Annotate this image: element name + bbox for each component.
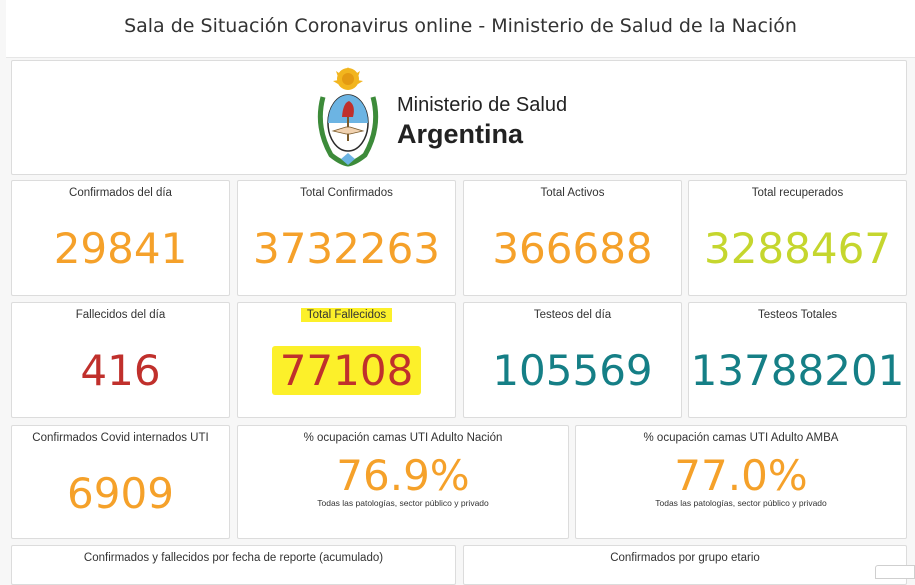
card-label: Total Confirmados: [300, 187, 393, 199]
argentina-coat-of-arms-icon: [317, 67, 379, 167]
card-total-confirmados: Total Confirmados 3732263: [237, 180, 456, 296]
card-label-highlighted: Total Fallecidos: [300, 308, 393, 322]
card-fallecidos-dia: Fallecidos del día 416: [11, 302, 230, 418]
card-confirmados-dia: Confirmados del día 29841: [11, 180, 230, 296]
card-label: Confirmados Covid internados UTI: [32, 432, 209, 444]
scroll-corner[interactable]: [875, 565, 915, 579]
card-label: Testeos Totales: [757, 309, 838, 321]
logo-country-text: Argentina: [397, 119, 524, 149]
card-label: Confirmados y fallecidos por fecha de re…: [83, 552, 384, 564]
card-value: 3732263: [252, 224, 441, 273]
card-testeos-dia: Testeos del día 105569: [463, 302, 682, 418]
card-value: 366688: [492, 224, 653, 273]
card-total-recuperados: Total recuperados 3288467: [688, 180, 907, 296]
logo-ministry-text: Ministerio de Salud: [397, 94, 568, 116]
card-value-highlighted: 77108: [271, 346, 422, 395]
page-title: Sala de Situación Coronavirus online - M…: [124, 15, 797, 37]
card-ocupacion-nacion: % ocupación camas UTI Adulto Nación 76.9…: [237, 425, 569, 539]
card-label: Total Activos: [540, 187, 605, 199]
card-label: Total Fallecidos: [238, 308, 455, 322]
card-testeos-totales: Testeos Totales 13788201: [688, 302, 907, 418]
card-label: Confirmados por grupo etario: [610, 552, 760, 564]
card-label: Fallecidos del día: [75, 309, 166, 321]
card-label: % ocupación camas UTI Adulto AMBA: [643, 432, 839, 444]
card-total-activos: Total Activos 366688: [463, 180, 682, 296]
card-grupo-etario-chart: Confirmados por grupo etario: [463, 545, 907, 585]
card-value: 77.0%: [674, 451, 808, 500]
card-ocupacion-amba: % ocupación camas UTI Adulto AMBA 77.0% …: [575, 425, 907, 539]
card-subtitle: Todas las patologías, sector público y p…: [655, 498, 827, 508]
card-value: 13788201: [690, 346, 905, 395]
card-value: 76.9%: [336, 451, 470, 500]
card-value: 416: [80, 346, 161, 395]
card-acumulado-chart: Confirmados y fallecidos por fecha de re…: [11, 545, 456, 585]
card-total-fallecidos: Total Fallecidos 77108: [237, 302, 456, 418]
card-label: Confirmados del día: [69, 187, 172, 199]
card-label: Total recuperados: [751, 187, 844, 199]
card-value: 77108: [238, 346, 455, 395]
card-subtitle: Todas las patologías, sector público y p…: [317, 498, 489, 508]
logo-banner: Ministerio de Salud Argentina: [11, 60, 907, 175]
page-header: Sala de Situación Coronavirus online - M…: [6, 0, 915, 58]
card-value: 105569: [492, 346, 653, 395]
card-value: 6909: [67, 469, 174, 518]
card-label: Testeos del día: [533, 309, 612, 321]
card-value: 29841: [53, 224, 188, 273]
card-label: % ocupación camas UTI Adulto Nación: [303, 432, 503, 444]
card-value: 3288467: [703, 224, 892, 273]
card-internados-uti: Confirmados Covid internados UTI 6909: [11, 425, 230, 539]
